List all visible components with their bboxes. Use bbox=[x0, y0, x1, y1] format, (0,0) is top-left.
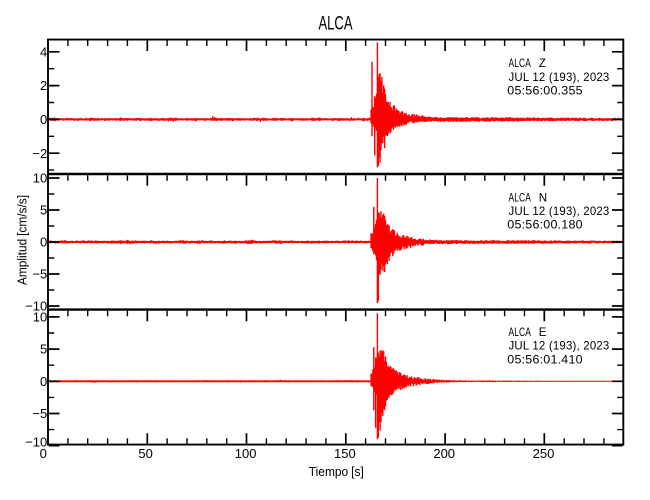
svg-text:05:56:00.180: 05:56:00.180 bbox=[507, 219, 583, 232]
svg-text:JUL 12 (193), 2023: JUL 12 (193), 2023 bbox=[509, 71, 610, 84]
svg-text:ALCA: ALCA bbox=[509, 57, 532, 70]
svg-text:200: 200 bbox=[433, 446, 455, 461]
svg-text:Tiempo [s]: Tiempo [s] bbox=[309, 464, 364, 479]
svg-text:150: 150 bbox=[334, 446, 356, 461]
svg-text:100: 100 bbox=[235, 446, 257, 461]
svg-text:05:56:01.410: 05:56:01.410 bbox=[507, 353, 583, 366]
svg-text:ALCA: ALCA bbox=[319, 13, 353, 34]
svg-text:−2: −2 bbox=[32, 146, 47, 161]
svg-text:ALCA: ALCA bbox=[509, 191, 532, 204]
svg-text:5: 5 bbox=[40, 203, 47, 218]
svg-text:5: 5 bbox=[40, 342, 47, 357]
svg-text:2: 2 bbox=[40, 78, 47, 93]
svg-text:−10: −10 bbox=[25, 299, 47, 314]
svg-text:JUL 12 (193), 2023: JUL 12 (193), 2023 bbox=[509, 340, 610, 353]
svg-text:E: E bbox=[539, 326, 547, 339]
svg-text:−5: −5 bbox=[32, 267, 47, 282]
svg-text:0: 0 bbox=[40, 235, 47, 250]
svg-text:05:56:00.355: 05:56:00.355 bbox=[507, 84, 583, 97]
svg-text:Z: Z bbox=[539, 57, 546, 70]
svg-text:10: 10 bbox=[33, 171, 47, 186]
svg-text:−10: −10 bbox=[25, 434, 47, 449]
svg-text:4: 4 bbox=[40, 44, 47, 59]
svg-text:0: 0 bbox=[40, 446, 47, 461]
svg-text:50: 50 bbox=[138, 446, 152, 461]
svg-text:JUL 12 (193), 2023: JUL 12 (193), 2023 bbox=[509, 205, 610, 218]
svg-text:250: 250 bbox=[533, 446, 555, 461]
svg-text:Amplitud [cm/s/s]: Amplitud [cm/s/s] bbox=[15, 195, 30, 285]
svg-text:ALCA: ALCA bbox=[509, 326, 532, 339]
svg-text:0: 0 bbox=[40, 112, 47, 127]
svg-text:0: 0 bbox=[40, 374, 47, 389]
svg-text:10: 10 bbox=[33, 310, 47, 325]
svg-text:−5: −5 bbox=[32, 406, 47, 421]
svg-text:N: N bbox=[539, 191, 548, 204]
